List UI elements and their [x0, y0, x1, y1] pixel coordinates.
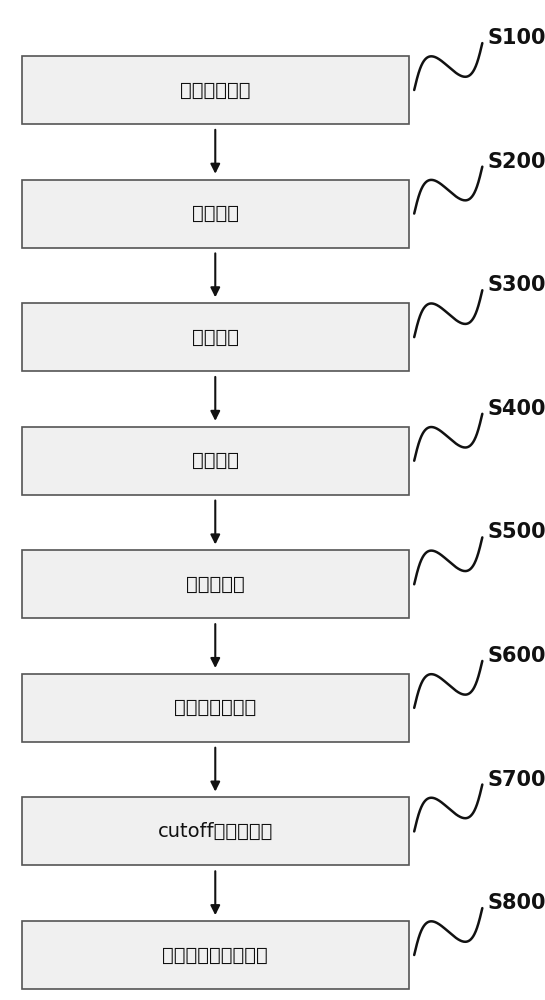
FancyBboxPatch shape — [22, 56, 409, 124]
FancyBboxPatch shape — [22, 427, 409, 495]
Text: 统计装置: 统计装置 — [192, 328, 239, 347]
Text: 片段化获取装置: 片段化获取装置 — [174, 698, 256, 717]
Text: S300: S300 — [488, 275, 545, 295]
FancyBboxPatch shape — [22, 550, 409, 618]
FancyBboxPatch shape — [22, 797, 409, 865]
Text: 校正装置: 校正装置 — [192, 451, 239, 470]
Text: S700: S700 — [488, 770, 545, 790]
FancyBboxPatch shape — [22, 674, 409, 742]
Text: 比对装置: 比对装置 — [192, 204, 239, 223]
Text: 窗口划分装置: 窗口划分装置 — [180, 81, 251, 100]
FancyBboxPatch shape — [22, 921, 409, 989]
Text: S800: S800 — [488, 893, 545, 913]
Text: 确定染色体变异装置: 确定染色体变异装置 — [162, 946, 268, 964]
Text: S100: S100 — [488, 28, 545, 48]
Text: S200: S200 — [488, 152, 545, 172]
Text: S600: S600 — [488, 646, 545, 666]
Text: 取对数装置: 取对数装置 — [186, 575, 245, 594]
FancyBboxPatch shape — [22, 303, 409, 371]
Text: cutoff值获取装置: cutoff值获取装置 — [158, 822, 273, 841]
Text: S500: S500 — [488, 522, 545, 542]
Text: S400: S400 — [488, 399, 545, 419]
FancyBboxPatch shape — [22, 180, 409, 248]
